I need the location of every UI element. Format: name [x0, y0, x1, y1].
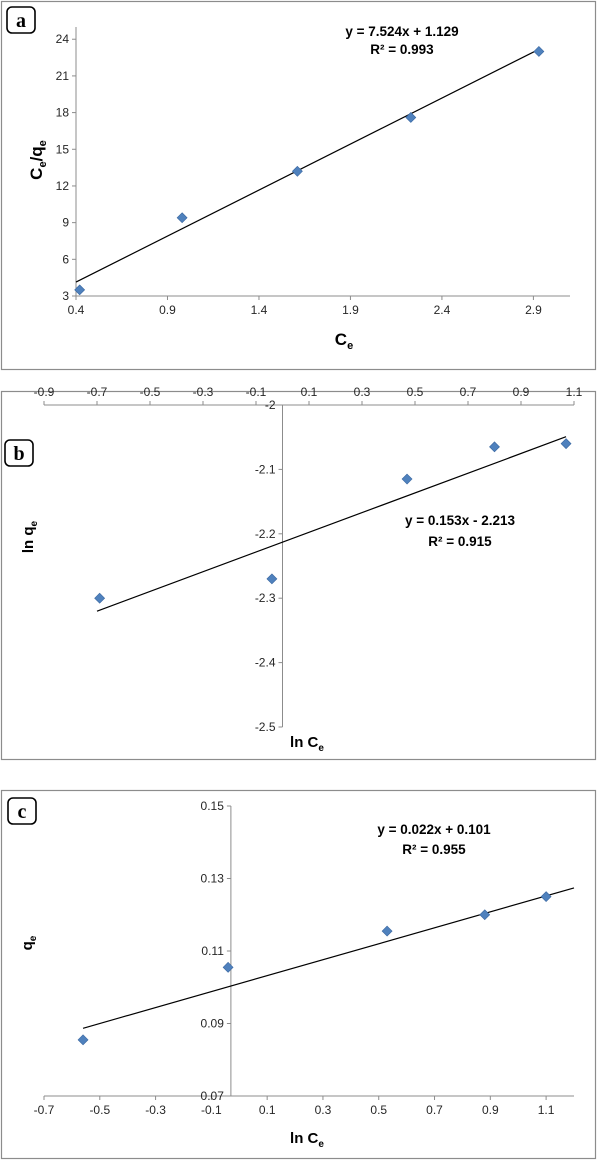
- panel-label-c: c: [7, 797, 37, 825]
- x-tick-label: -0.1: [201, 1103, 222, 1117]
- x-tick-label: -0.7: [34, 1103, 55, 1117]
- data-point: [291, 165, 303, 177]
- x-tick-label: 0.1: [259, 1103, 276, 1117]
- data-point: [533, 46, 545, 57]
- x-tick-label: 0.5: [370, 1103, 387, 1117]
- y-tick-label: -2.5: [255, 720, 276, 734]
- data-point: [405, 112, 417, 123]
- x-tick-label: 2.4: [434, 303, 451, 317]
- x-tick-label: 1.4: [251, 303, 268, 317]
- plot-a: 0.4 0.9 1.4 1.9 2.4 2.9 3 6 9 12 15 18 21 24 y = 7.524…: [27, 24, 570, 352]
- y-tick-label: 6: [62, 252, 69, 266]
- y-axis-label: Ce/qe: [27, 140, 49, 180]
- trendline-r-squared: R² = 0.955: [402, 842, 466, 857]
- trendline-equation: y = 0.153x - 2.213: [405, 513, 515, 528]
- panel-a-letter: a: [16, 10, 26, 32]
- x-tick-label: 0.5: [407, 385, 424, 399]
- trendline: [82, 887, 575, 1029]
- x-tick-label: 1.9: [342, 303, 359, 317]
- panel-c-frame: [0, 789, 597, 1160]
- y-tick-label: 15: [56, 142, 70, 156]
- plot-b: -0.9 -0.7 -0.5 -0.3 -0.1 0.1 0.3 0.5 0.7 0.9 1.1 -2…: [20, 385, 583, 754]
- data-point: [401, 473, 413, 485]
- data-point: [266, 573, 278, 585]
- y-tick-label: 0.07: [201, 1089, 225, 1103]
- y-tick-label: 0.11: [201, 944, 224, 958]
- y-tick-label: 24: [56, 32, 70, 46]
- y-tick-label: -2.3: [255, 591, 276, 605]
- data-point: [540, 891, 552, 903]
- trendline-equation: y = 0.022x + 0.101: [377, 822, 491, 837]
- plot-c: -0.7 -0.5 -0.3 -0.1 0.1 0.3 0.5 0.7 0.9 1.1 0.07 0.…: [19, 799, 575, 1150]
- x-tick-label: 0.9: [159, 303, 176, 317]
- x-tick-label: -0.9: [34, 385, 55, 399]
- x-axis-label: Ce: [335, 330, 353, 352]
- x-tick-label: 0.9: [513, 385, 530, 399]
- x-tick-label: 1.1: [538, 1103, 555, 1117]
- y-tick-label: 21: [56, 69, 70, 83]
- x-tick-label: 1.1: [566, 385, 583, 399]
- x-tick-label: 2.9: [525, 303, 542, 317]
- x-tick-label: 0.4: [68, 303, 85, 317]
- panel-label-b: b: [4, 439, 34, 467]
- y-tick-label: 3: [62, 289, 69, 303]
- x-tick-label: 0.7: [460, 385, 477, 399]
- y-tick-label: 18: [56, 106, 70, 120]
- data-point: [74, 284, 86, 296]
- trendline-r-squared: R² = 0.993: [370, 42, 434, 57]
- x-tick-label: 0.1: [301, 385, 318, 399]
- panel-c-letter: c: [18, 801, 27, 823]
- data-point: [381, 925, 393, 937]
- x-tick-label: -0.3: [193, 385, 214, 399]
- y-tick-label: -2.2: [255, 527, 276, 541]
- y-tick-label: 0.09: [201, 1017, 225, 1031]
- data-point: [222, 961, 234, 973]
- trendline: [75, 48, 540, 283]
- data-point: [77, 1034, 89, 1046]
- x-tick-label: 0.9: [482, 1103, 499, 1117]
- panel-label-a: a: [6, 6, 36, 34]
- data-point: [560, 438, 572, 450]
- x-tick-label: 0.3: [315, 1103, 332, 1117]
- x-tick-label: -0.3: [145, 1103, 166, 1117]
- data-point: [479, 909, 491, 921]
- x-tick-label: 0.7: [426, 1103, 443, 1117]
- data-point: [94, 592, 106, 604]
- y-tick-label: 9: [62, 216, 69, 230]
- y-axis-label: ln qe: [20, 520, 40, 553]
- x-tick-label: 0.3: [354, 385, 371, 399]
- trendline: [96, 436, 567, 612]
- x-tick-label: -0.1: [246, 385, 267, 399]
- trendline-equation: y = 7.524x + 1.129: [345, 24, 458, 39]
- panel-b-letter: b: [13, 443, 24, 465]
- y-tick-label: -2.4: [255, 656, 276, 670]
- x-tick-label: -0.5: [140, 385, 161, 399]
- x-axis-label: ln Ce: [290, 734, 324, 754]
- y-tick-label: -2: [265, 398, 276, 412]
- x-tick-label: -0.7: [87, 385, 108, 399]
- y-tick-label: -2.1: [255, 462, 276, 476]
- y-axis-label: qe: [19, 935, 39, 950]
- y-tick-label: 0.15: [201, 799, 225, 813]
- trendline-r-squared: R² = 0.915: [428, 534, 492, 549]
- panel-a-frame: [0, 0, 597, 371]
- y-tick-label: 12: [56, 179, 70, 193]
- x-tick-label: -0.5: [89, 1103, 110, 1117]
- data-point: [489, 441, 500, 453]
- x-axis-label: ln Ce: [290, 1130, 324, 1150]
- y-tick-label: 0.13: [201, 872, 225, 886]
- panel-b-frame: [0, 390, 597, 761]
- data-point: [176, 212, 188, 224]
